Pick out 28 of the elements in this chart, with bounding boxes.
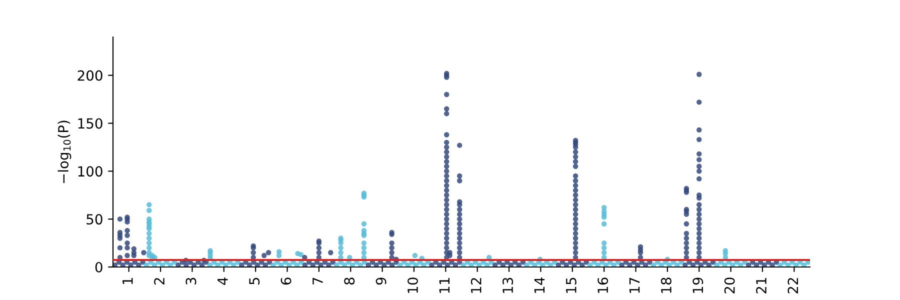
x-tick-label: 8 xyxy=(344,278,355,285)
x-tick-label: 13 xyxy=(502,278,514,293)
x-tick-label: 7 xyxy=(312,278,323,284)
x-tick-label: 16 xyxy=(598,278,608,293)
x-tick-label: 3 xyxy=(186,278,196,284)
x-tick-label: 11 xyxy=(439,278,450,293)
x-tick-label: 20 xyxy=(724,278,735,294)
x-tick-label: 1 xyxy=(122,278,133,284)
x-tick-label: 12 xyxy=(470,278,482,293)
x-tick-label: 14 xyxy=(534,278,545,293)
x-tick-label: 15 xyxy=(566,278,576,293)
x-tick-label: 4 xyxy=(218,278,228,285)
x-tick-label: 6 xyxy=(280,278,292,285)
y-tick-label: 0 xyxy=(95,262,102,272)
y-tick-label: 200 xyxy=(78,70,102,81)
x-tick-label: 21 xyxy=(756,278,766,294)
y-tick-label: 50 xyxy=(86,214,102,225)
x-tick-label: 22 xyxy=(788,278,798,294)
x-tick-label: 5 xyxy=(249,278,260,284)
y-tick-label: 100 xyxy=(78,166,102,177)
x-tick-label: 18 xyxy=(660,278,672,293)
x-tick-label: 9 xyxy=(376,278,386,285)
y-tick-label: 150 xyxy=(78,118,102,129)
x-tick-label: 10 xyxy=(408,278,418,293)
x-tick-label: 17 xyxy=(629,278,640,293)
y-axis-title: −log$_{10}$(P) xyxy=(58,120,72,184)
x-tick-label: 2 xyxy=(154,278,164,285)
x-tick-label: 19 xyxy=(692,278,704,293)
